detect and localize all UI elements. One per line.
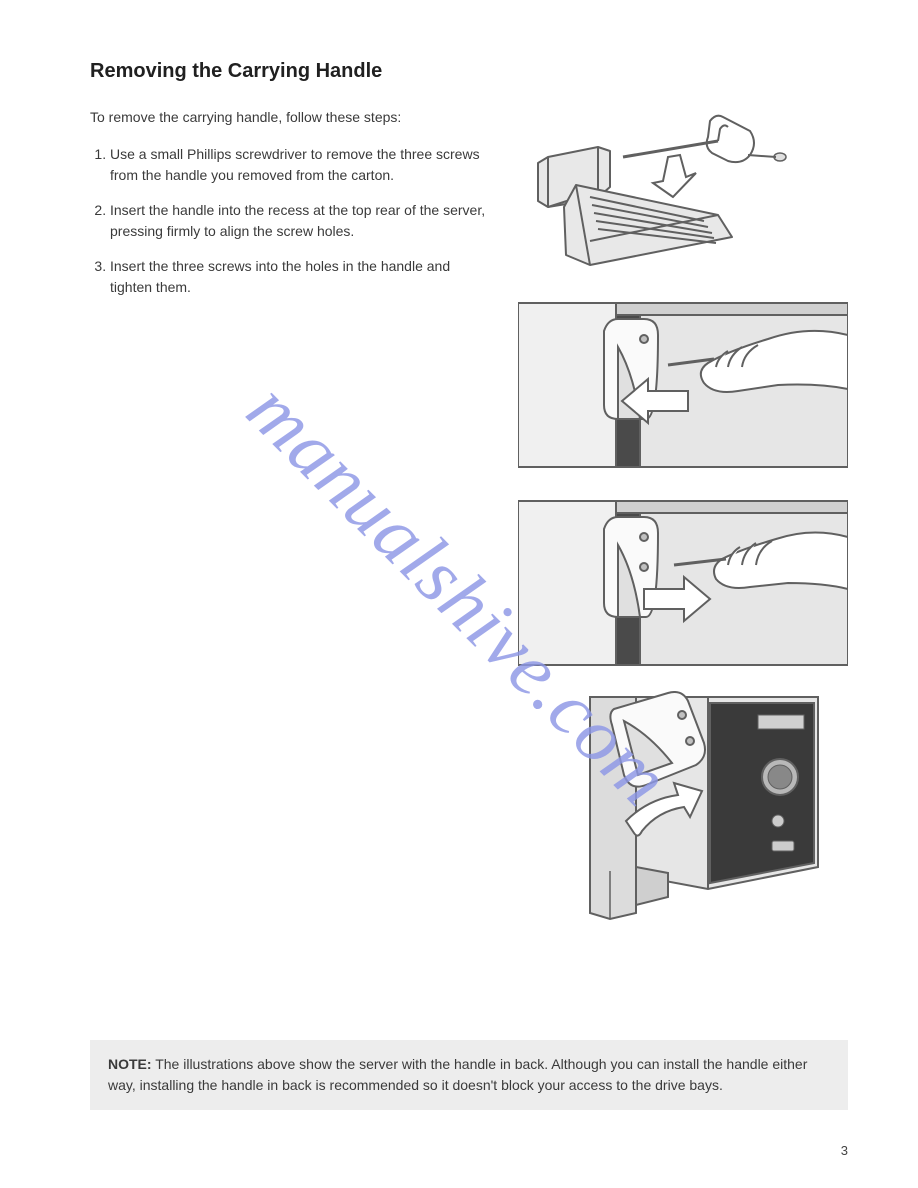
note-text: The illustrations above show the server … bbox=[108, 1056, 807, 1093]
note-box: NOTE: The illustrations above show the s… bbox=[90, 1040, 848, 1110]
step-1: Use a small Phillips screwdriver to remo… bbox=[110, 144, 488, 186]
page-number: 3 bbox=[841, 1143, 848, 1158]
illustration-column bbox=[518, 107, 848, 921]
page-container: manualshive.com Removing the Carrying Ha… bbox=[0, 0, 918, 1188]
page-header: Removing the Carrying Handle bbox=[90, 60, 848, 83]
content-row: To remove the carrying handle, follow th… bbox=[90, 107, 848, 921]
note-label: NOTE: bbox=[108, 1056, 152, 1072]
illustration-2 bbox=[518, 295, 848, 475]
step-3: Insert the three screws into the holes i… bbox=[110, 256, 488, 298]
intro-text: To remove the carrying handle, follow th… bbox=[90, 107, 488, 128]
illustration-4 bbox=[518, 691, 848, 921]
illustration-1 bbox=[518, 107, 848, 277]
text-column: To remove the carrying handle, follow th… bbox=[90, 107, 488, 921]
steps-list: Use a small Phillips screwdriver to remo… bbox=[90, 144, 488, 298]
illustration-3 bbox=[518, 493, 848, 673]
page-title: Removing the Carrying Handle bbox=[90, 60, 848, 83]
step-2: Insert the handle into the recess at the… bbox=[110, 200, 488, 242]
